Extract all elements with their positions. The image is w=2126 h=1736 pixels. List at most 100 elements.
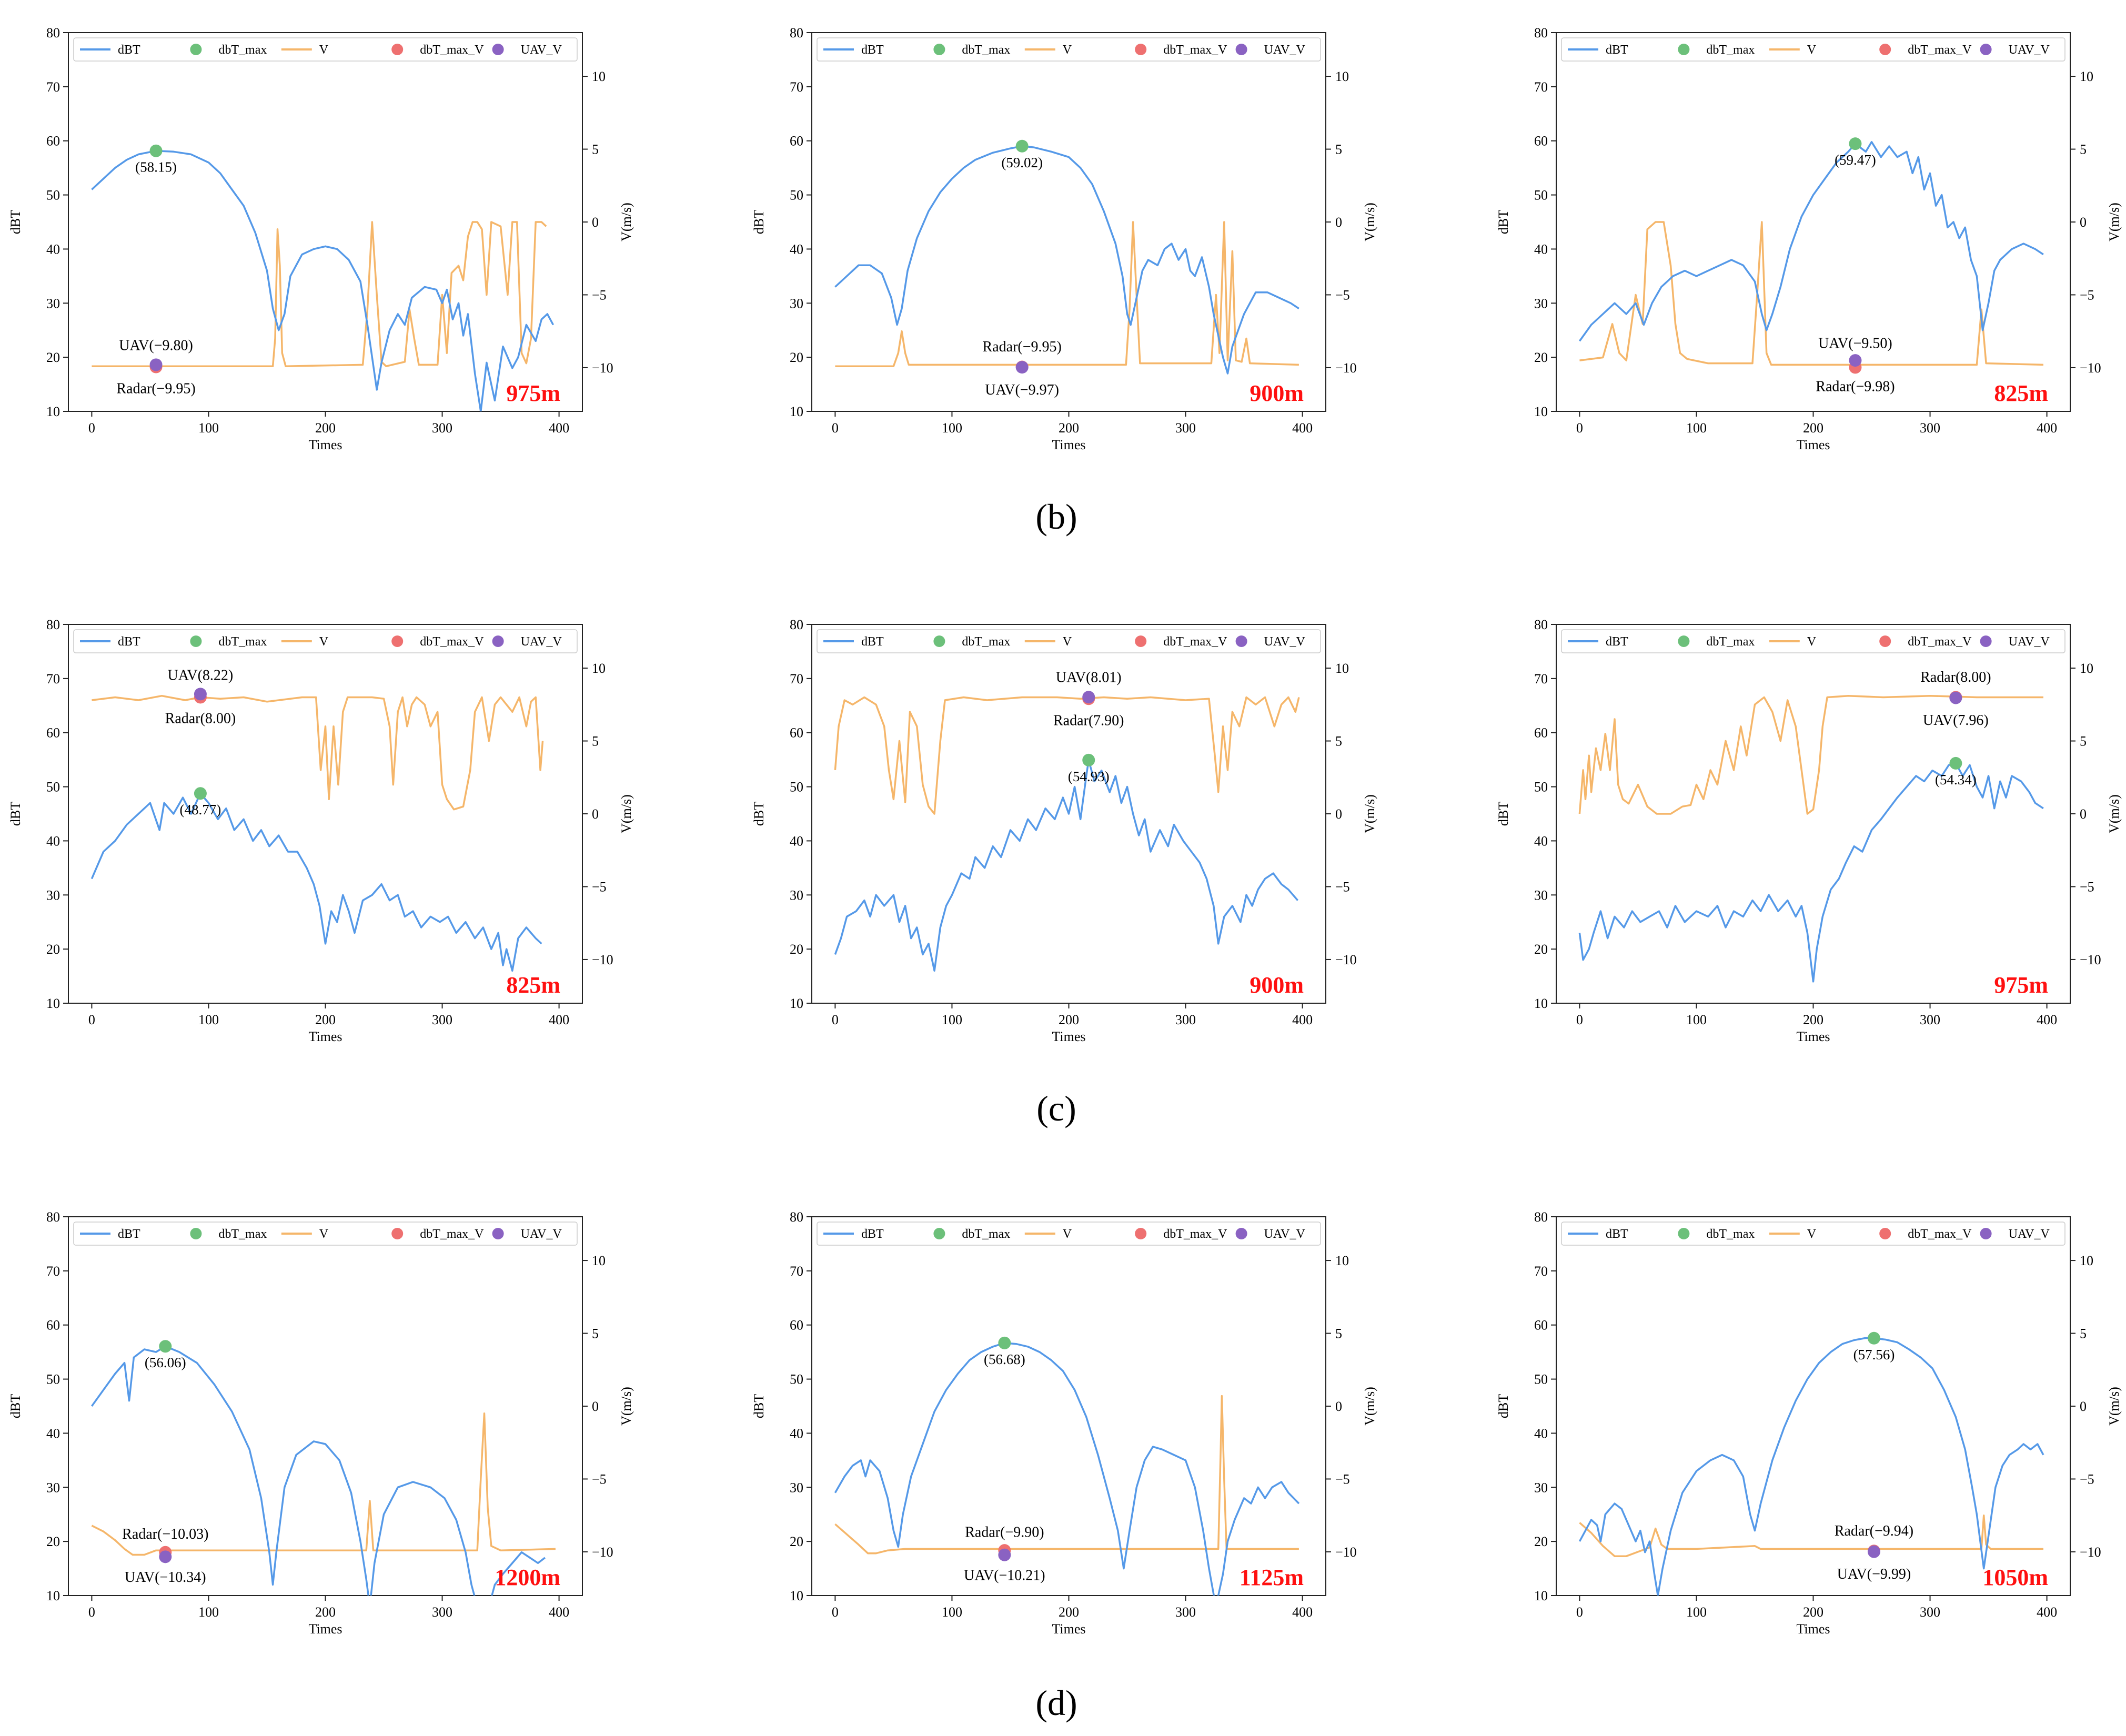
- uav-v-marker: [1082, 691, 1095, 704]
- y2-tick-label: −5: [1335, 879, 1350, 894]
- dbt-max-marker: [1015, 139, 1029, 153]
- y2-tick-label: −10: [1335, 952, 1357, 967]
- y2-tick-label: 5: [1335, 142, 1342, 157]
- v-series-line: [1578, 694, 2043, 815]
- y2-tick-label: −10: [592, 360, 613, 376]
- x-tick-label: 0: [88, 420, 95, 436]
- legend-dot-swatch: [492, 635, 504, 647]
- y2-tick-label: 5: [1335, 1326, 1342, 1341]
- x-tick-label: 400: [549, 420, 569, 436]
- x-tick-label: 300: [432, 1604, 452, 1620]
- legend-dot-swatch: [933, 44, 945, 55]
- radar-v-label: Radar(−9.94): [1835, 1523, 1913, 1539]
- y2-tick-label: 0: [2080, 1399, 2087, 1414]
- x-axis-label: Times: [308, 437, 342, 452]
- uav-v-marker: [194, 688, 207, 701]
- y-tick-label: 30: [46, 296, 60, 311]
- y2-tick-label: 5: [2080, 142, 2087, 157]
- legend-dot-swatch: [190, 1228, 202, 1239]
- distance-label: 1125m: [1240, 1565, 1304, 1590]
- y-axis-label: dBT: [8, 210, 23, 234]
- dbt-max-label: (54.34): [1935, 772, 1977, 788]
- legend-dot-swatch: [1235, 635, 1247, 647]
- y-tick-label: 60: [1534, 725, 1548, 741]
- plot-frame: [68, 32, 583, 412]
- legend-dot-swatch: [1980, 635, 1992, 647]
- legend-label: dbT_max: [218, 43, 267, 57]
- legend-box: [817, 629, 1321, 653]
- x-tick-label: 100: [942, 420, 962, 436]
- caption-b: (b): [1035, 497, 1077, 537]
- y-tick-label: 30: [1534, 1480, 1548, 1495]
- distance-label: 1050m: [1982, 1565, 2048, 1590]
- distance-label: 900m: [1250, 972, 1304, 998]
- legend-label: dBT: [861, 1227, 884, 1241]
- legend-label: dBT: [1606, 1227, 1628, 1241]
- distance-label: 1200m: [495, 1565, 560, 1590]
- dbt-max-marker: [1867, 1331, 1880, 1345]
- dbt-series-line: [91, 149, 555, 411]
- y-tick-label: 80: [1534, 617, 1548, 632]
- y-tick-label: 70: [1534, 79, 1548, 95]
- y-tick-label: 50: [46, 780, 60, 795]
- y-tick-label: 70: [790, 79, 803, 95]
- y2-tick-label: −5: [1335, 287, 1350, 302]
- uav-v-label: UAV(−10.21): [964, 1567, 1045, 1583]
- uav-v-label: UAV(−10.34): [125, 1569, 206, 1586]
- legend-dot-swatch: [492, 1228, 504, 1239]
- y2-tick-label: 10: [2080, 1253, 2093, 1268]
- x-axis-label: Times: [1052, 1029, 1085, 1044]
- y2-tick-label: 10: [592, 661, 606, 676]
- y-tick-label: 30: [1534, 887, 1548, 903]
- y2-tick-label: 5: [592, 734, 599, 749]
- y2-axis-label: V(m/s): [1362, 1387, 1377, 1426]
- y-tick-label: 10: [790, 1588, 803, 1603]
- plot-frame: [811, 1216, 1326, 1596]
- legend-label: dbT_max: [1706, 635, 1755, 649]
- y-tick-label: 30: [46, 1480, 60, 1495]
- legend-box: [817, 1222, 1321, 1246]
- plot-frame: [1556, 1216, 2071, 1596]
- v-series-line: [1579, 221, 2043, 366]
- y2-tick-label: −5: [2080, 879, 2094, 894]
- y-tick-label: 40: [790, 1426, 803, 1441]
- y-tick-label: 50: [46, 188, 60, 203]
- legend-label: dbT_max: [1706, 1227, 1755, 1241]
- legend-label: dbT_max_V: [420, 635, 484, 649]
- y2-tick-label: 10: [2080, 69, 2093, 84]
- y-tick-label: 50: [46, 1372, 60, 1387]
- y-tick-label: 60: [790, 1318, 803, 1333]
- distance-label: 975m: [1994, 972, 2048, 998]
- y2-tick-label: 0: [1335, 1399, 1342, 1414]
- legend-label: dBT: [861, 635, 884, 649]
- y-tick-label: 10: [46, 404, 60, 419]
- legend-dot-swatch: [1135, 1228, 1147, 1239]
- legend-dot-swatch: [1135, 635, 1147, 647]
- y2-axis-label: V(m/s): [2107, 794, 2122, 833]
- legend-dot-swatch: [1879, 44, 1891, 55]
- dbt-series-line: [834, 1342, 1300, 1596]
- legend-dot-swatch: [190, 44, 202, 55]
- x-tick-label: 0: [832, 1604, 839, 1620]
- y2-tick-label: 0: [592, 806, 599, 822]
- uav-v-marker: [1849, 354, 1862, 367]
- dbt-series-line: [1578, 762, 2044, 983]
- legend-dot-swatch: [1235, 44, 1247, 55]
- y-tick-label: 20: [790, 942, 803, 957]
- dbt-max-marker: [149, 144, 163, 157]
- radar-v-label: Radar(−9.98): [1816, 379, 1895, 395]
- y-tick-label: 20: [790, 1534, 803, 1549]
- x-tick-label: 0: [832, 1012, 839, 1027]
- y2-tick-label: 10: [1335, 1253, 1349, 1268]
- y2-tick-label: 0: [2080, 215, 2087, 230]
- legend-box: [73, 629, 578, 653]
- x-tick-label: 200: [315, 1012, 336, 1027]
- legend-label: dbT_max_V: [1163, 43, 1227, 57]
- dbt-max-label: (48.77): [180, 802, 221, 817]
- x-tick-label: 300: [1920, 420, 1940, 436]
- dbt-max-label: (56.06): [145, 1355, 186, 1370]
- x-tick-label: 400: [2037, 420, 2057, 436]
